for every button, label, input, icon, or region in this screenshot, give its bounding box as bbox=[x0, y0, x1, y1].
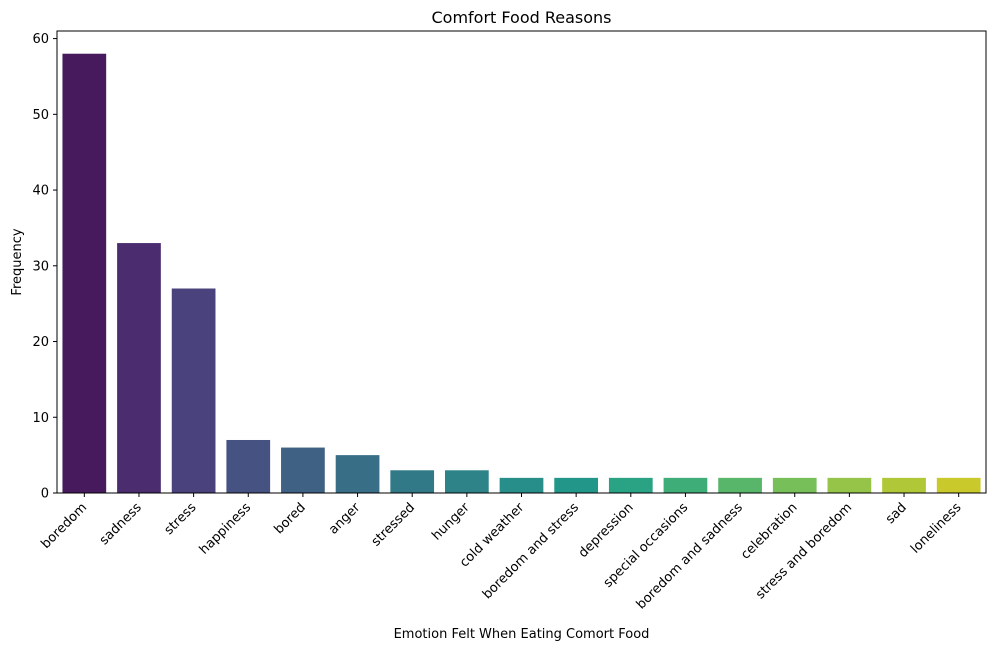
bar-bored bbox=[281, 447, 325, 493]
x-tick-label: loneliness bbox=[908, 500, 965, 557]
bar-special-occasions bbox=[663, 477, 708, 493]
bars bbox=[62, 53, 981, 493]
x-tick-label: happiness bbox=[197, 500, 255, 558]
bar-stress-and-boredom bbox=[827, 477, 872, 493]
bar-stressed bbox=[390, 470, 435, 493]
bar-hunger bbox=[444, 470, 489, 493]
chart-title: Comfort Food Reasons bbox=[431, 8, 611, 27]
bar-sad bbox=[882, 477, 926, 493]
bar-happiness bbox=[226, 439, 271, 493]
y-tick-label: 40 bbox=[32, 184, 49, 199]
bar-loneliness bbox=[936, 477, 981, 493]
x-axis-title: Emotion Felt When Eating Comort Food bbox=[394, 627, 650, 642]
x-tick-label: stressed bbox=[369, 500, 418, 549]
x-tick-label: stress and boredom bbox=[753, 500, 855, 602]
x-tick-label: bored bbox=[272, 500, 309, 537]
y-tick-label: 10 bbox=[32, 411, 49, 426]
y-axis: 0 10 20 30 40 50 60 bbox=[32, 32, 57, 502]
x-tick-label: depression bbox=[576, 500, 637, 561]
bar-anger bbox=[335, 455, 380, 493]
bar-stress bbox=[171, 288, 216, 493]
x-tick-label: boredom and stress bbox=[480, 500, 582, 602]
y-axis-title: Frequency bbox=[10, 228, 25, 295]
x-tick-label: stress bbox=[162, 500, 200, 538]
x-tick-label: boredom bbox=[38, 500, 90, 552]
y-tick-label: 0 bbox=[41, 487, 49, 502]
y-tick-label: 50 bbox=[32, 108, 49, 123]
bar-sadness bbox=[117, 243, 161, 493]
x-tick-label: hunger bbox=[429, 500, 473, 544]
y-tick-label: 60 bbox=[32, 32, 49, 47]
x-tick-label: anger bbox=[326, 500, 364, 538]
bar-cold-weather bbox=[499, 477, 544, 493]
bar-boredom-and-sadness bbox=[718, 477, 762, 493]
bar-depression bbox=[608, 477, 653, 493]
x-tick-label: sadness bbox=[97, 500, 145, 548]
bar-boredom bbox=[62, 53, 107, 493]
bar-boredom-and-stress bbox=[554, 477, 599, 493]
x-tick-label: boredom and sadness bbox=[634, 500, 746, 612]
plot-frame bbox=[56, 30, 987, 494]
x-tick-label: sad bbox=[883, 500, 910, 527]
y-tick-label: 20 bbox=[32, 335, 49, 350]
y-tick-label: 30 bbox=[32, 259, 49, 274]
bar-celebration bbox=[772, 477, 817, 493]
